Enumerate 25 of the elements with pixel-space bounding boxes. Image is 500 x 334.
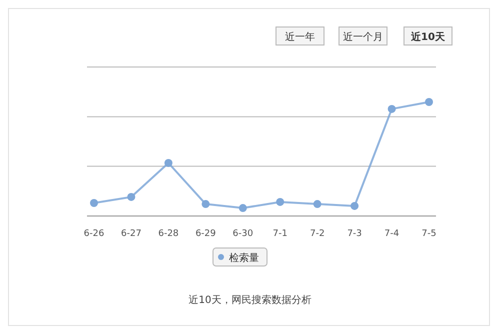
- text: 近一年: [285, 31, 315, 43]
- point: [425, 98, 433, 106]
- x-tick-label: 6-29: [195, 229, 216, 239]
- point: [164, 158, 172, 167]
- point: [350, 202, 359, 210]
- point: [388, 104, 396, 113]
- x-tick-label: 6-26: [84, 229, 104, 239]
- point: [238, 204, 247, 212]
- text: 近10天，网民搜索数据分析: [188, 294, 312, 306]
- point: [127, 192, 136, 201]
- x-tick-label: 7-2: [310, 229, 325, 239]
- point: [90, 199, 98, 208]
- text: 近10天: [410, 31, 446, 43]
- text: 近一个月: [343, 31, 383, 43]
- x-tick-label: 6-30: [232, 229, 254, 239]
- x-tick-label: 7-5: [422, 229, 436, 239]
- point: [276, 198, 284, 206]
- x-tick-label: 6-27: [121, 229, 142, 239]
- legend-label: 检索量: [229, 252, 259, 264]
- x-tick-label: 7-1: [272, 229, 288, 239]
- x-tick-label: 7-3: [347, 229, 362, 239]
- point: [202, 200, 210, 208]
- point: [313, 200, 322, 208]
- x-tick-label: 7-4: [384, 229, 400, 239]
- x-tick-label: 6-28: [158, 229, 179, 239]
